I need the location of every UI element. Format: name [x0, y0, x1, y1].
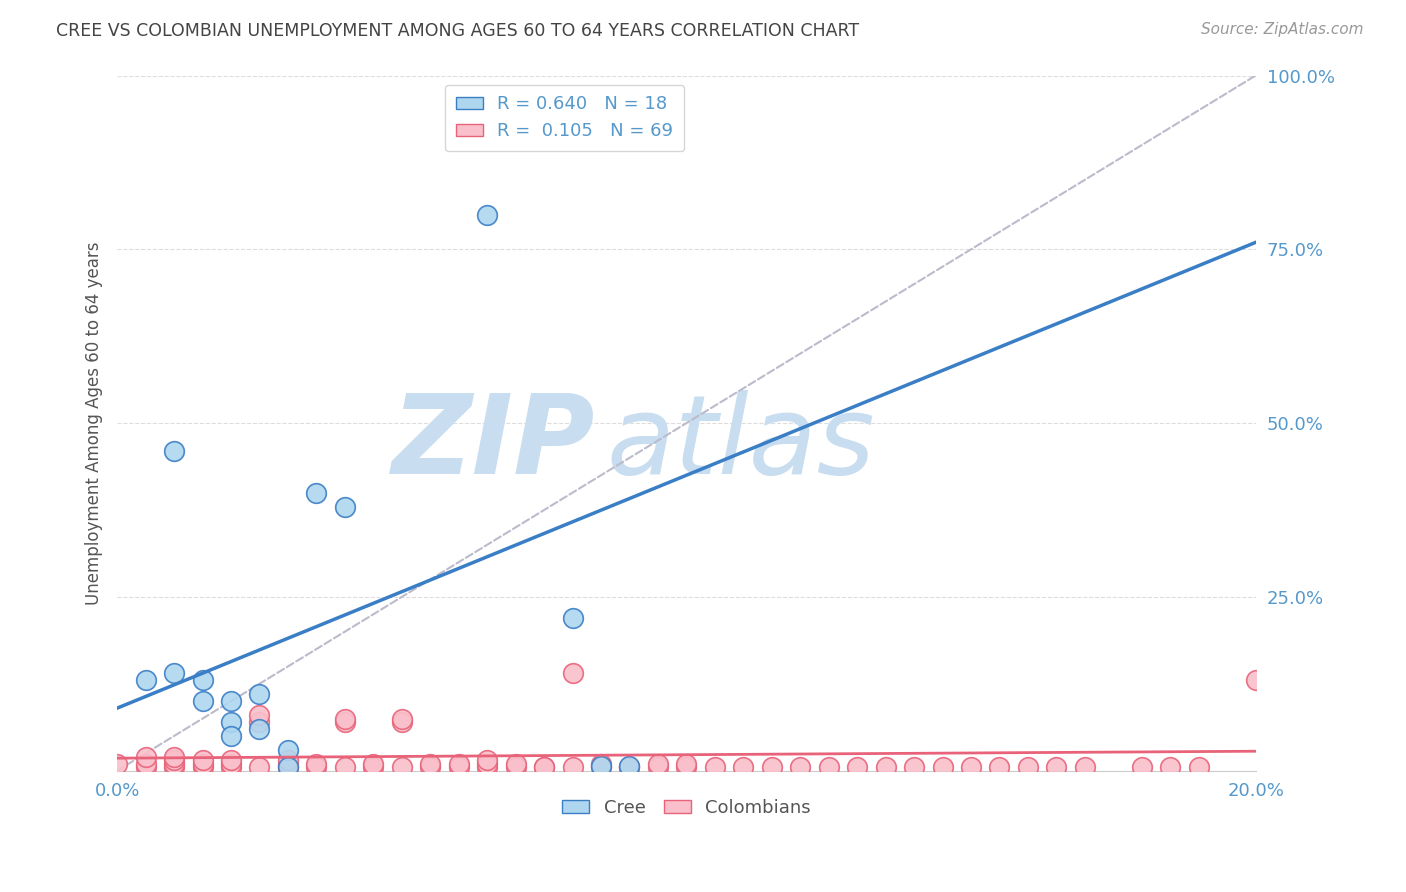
Colombians: [447, 760, 470, 774]
Colombians: [135, 749, 157, 764]
Colombians: [561, 760, 583, 774]
Colombians: [163, 756, 186, 771]
Cree: [249, 687, 271, 701]
Colombians: [419, 760, 441, 774]
Colombians: [647, 756, 669, 771]
Legend: Cree, Colombians: Cree, Colombians: [555, 792, 818, 824]
Colombians: [1130, 760, 1153, 774]
Colombians: [191, 753, 214, 767]
Cree: [619, 759, 641, 773]
Cree: [219, 714, 242, 729]
Cree: [219, 694, 242, 708]
Colombians: [619, 760, 641, 774]
Colombians: [477, 760, 499, 774]
Colombians: [477, 756, 499, 771]
Colombians: [163, 749, 186, 764]
Colombians: [619, 760, 641, 774]
Colombians: [219, 753, 242, 767]
Colombians: [1074, 760, 1097, 774]
Colombians: [960, 760, 983, 774]
Cree: [191, 673, 214, 688]
Colombians: [589, 760, 612, 774]
Colombians: [1188, 760, 1211, 774]
Colombians: [333, 712, 356, 726]
Colombians: [1045, 760, 1067, 774]
Cree: [249, 722, 271, 736]
Colombians: [363, 760, 385, 774]
Text: ZIP: ZIP: [392, 391, 595, 498]
Colombians: [647, 760, 669, 774]
Colombians: [447, 756, 470, 771]
Colombians: [277, 756, 299, 771]
Cree: [561, 611, 583, 625]
Colombians: [191, 760, 214, 774]
Colombians: [477, 753, 499, 767]
Colombians: [817, 760, 839, 774]
Colombians: [219, 760, 242, 774]
Colombians: [135, 756, 157, 771]
Colombians: [761, 760, 783, 774]
Colombians: [931, 760, 953, 774]
Colombians: [277, 760, 299, 774]
Cree: [277, 743, 299, 757]
Text: Source: ZipAtlas.com: Source: ZipAtlas.com: [1201, 22, 1364, 37]
Colombians: [135, 760, 157, 774]
Cree: [305, 485, 328, 500]
Colombians: [419, 756, 441, 771]
Colombians: [305, 756, 328, 771]
Cree: [277, 760, 299, 774]
Colombians: [305, 760, 328, 774]
Cree: [163, 666, 186, 681]
Cree: [163, 444, 186, 458]
Colombians: [219, 756, 242, 771]
Colombians: [391, 714, 413, 729]
Colombians: [875, 760, 897, 774]
Colombians: [988, 760, 1011, 774]
Cree: [191, 694, 214, 708]
Colombians: [675, 760, 697, 774]
Colombians: [675, 756, 697, 771]
Colombians: [277, 753, 299, 767]
Colombians: [733, 760, 755, 774]
Text: atlas: atlas: [607, 391, 876, 498]
Colombians: [163, 753, 186, 767]
Colombians: [249, 708, 271, 723]
Cree: [219, 729, 242, 743]
Colombians: [333, 714, 356, 729]
Colombians: [191, 756, 214, 771]
Colombians: [789, 760, 811, 774]
Colombians: [846, 760, 869, 774]
Colombians: [391, 760, 413, 774]
Colombians: [391, 712, 413, 726]
Colombians: [561, 666, 583, 681]
Cree: [333, 500, 356, 514]
Colombians: [1159, 760, 1181, 774]
Colombians: [249, 760, 271, 774]
Colombians: [703, 760, 725, 774]
Colombians: [249, 714, 271, 729]
Colombians: [505, 756, 527, 771]
Colombians: [533, 760, 555, 774]
Colombians: [1244, 673, 1267, 688]
Colombians: [589, 756, 612, 771]
Colombians: [505, 760, 527, 774]
Y-axis label: Unemployment Among Ages 60 to 64 years: Unemployment Among Ages 60 to 64 years: [86, 242, 103, 605]
Colombians: [1017, 760, 1039, 774]
Colombians: [533, 760, 555, 774]
Colombians: [333, 760, 356, 774]
Cree: [135, 673, 157, 688]
Colombians: [363, 756, 385, 771]
Colombians: [163, 760, 186, 774]
Colombians: [903, 760, 925, 774]
Text: CREE VS COLOMBIAN UNEMPLOYMENT AMONG AGES 60 TO 64 YEARS CORRELATION CHART: CREE VS COLOMBIAN UNEMPLOYMENT AMONG AGE…: [56, 22, 859, 40]
Colombians: [105, 756, 128, 771]
Cree: [589, 759, 612, 773]
Cree: [477, 208, 499, 222]
